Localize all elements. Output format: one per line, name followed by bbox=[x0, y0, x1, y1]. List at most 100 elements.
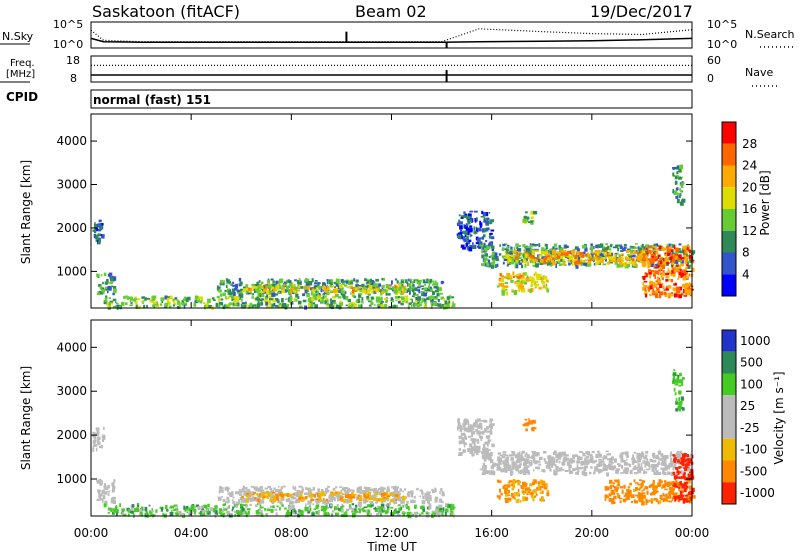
heatmap-cell bbox=[252, 285, 256, 289]
heatmap-cell bbox=[506, 253, 510, 258]
heatmap-cell bbox=[543, 486, 547, 490]
heatmap-cell bbox=[541, 486, 544, 488]
heatmap-cell bbox=[320, 299, 323, 304]
heatmap-cell bbox=[417, 286, 421, 289]
heatmap-cell bbox=[281, 287, 285, 290]
heatmap-cell bbox=[655, 264, 658, 267]
heatmap-cell bbox=[528, 253, 531, 258]
heatmap-cell bbox=[502, 261, 505, 265]
heatmap-cell bbox=[273, 287, 277, 292]
heatmap-cell bbox=[337, 508, 341, 511]
heatmap-cell bbox=[412, 288, 415, 293]
heatmap-cell bbox=[661, 265, 665, 269]
heatmap-cell bbox=[568, 262, 571, 266]
heatmap-cell bbox=[659, 480, 663, 484]
heatmap-cell bbox=[678, 486, 680, 490]
heatmap-cell bbox=[680, 476, 683, 480]
heatmap-cell bbox=[345, 279, 350, 282]
heatmap-cell bbox=[410, 499, 415, 504]
heatmap-cell bbox=[400, 499, 404, 503]
heatmap-cell bbox=[673, 462, 677, 466]
heatmap-cell bbox=[364, 290, 366, 294]
heatmap-cell bbox=[535, 452, 540, 456]
heatmap-cell bbox=[660, 462, 663, 466]
heatmap-cell bbox=[476, 431, 479, 435]
heatmap-cell bbox=[372, 495, 374, 499]
heatmap-cell bbox=[613, 486, 617, 489]
heatmap-cell bbox=[483, 219, 487, 223]
heatmap-cell bbox=[681, 269, 685, 274]
heatmap-cell bbox=[326, 302, 329, 306]
heatmap-cell bbox=[643, 281, 648, 283]
heatmap-cell bbox=[369, 488, 374, 492]
heatmap-cell bbox=[479, 422, 482, 427]
heatmap-cell bbox=[345, 494, 348, 498]
heatmap-cell bbox=[257, 503, 259, 505]
heatmap-cell bbox=[629, 469, 633, 475]
heatmap-cell bbox=[523, 467, 528, 471]
colorbar-tick-label: -25 bbox=[740, 421, 760, 435]
heatmap-cell bbox=[613, 495, 617, 500]
heatmap-cell bbox=[113, 479, 116, 483]
heatmap-cell bbox=[506, 456, 509, 461]
heatmap-cell bbox=[270, 508, 274, 513]
heatmap-cell bbox=[685, 253, 688, 256]
date-title: 19/Dec/2017 bbox=[590, 2, 693, 21]
heatmap-cell bbox=[98, 219, 102, 223]
heatmap-cell bbox=[370, 296, 374, 300]
heatmap-cell bbox=[406, 492, 410, 497]
heatmap-cell bbox=[339, 492, 342, 495]
heatmap-cell bbox=[519, 261, 523, 265]
heatmap-cell bbox=[380, 499, 384, 503]
heatmap-cell bbox=[478, 431, 481, 435]
heatmap-cell bbox=[681, 497, 685, 500]
heatmap-cell bbox=[330, 491, 334, 494]
heatmap-cell bbox=[385, 292, 387, 296]
heatmap-cell bbox=[642, 254, 647, 258]
heatmap-cell bbox=[619, 454, 624, 457]
heatmap-cell bbox=[437, 303, 442, 307]
heatmap-cell bbox=[653, 470, 655, 473]
heatmap-cell bbox=[314, 499, 316, 502]
heatmap-cell bbox=[378, 488, 382, 491]
heatmap-cell bbox=[680, 470, 683, 475]
heatmap-cell bbox=[589, 453, 593, 457]
heatmap-cell bbox=[421, 505, 425, 509]
heatmap-cell bbox=[377, 505, 380, 508]
heatmap-cell bbox=[637, 483, 641, 486]
heatmap-cell bbox=[640, 492, 644, 497]
heatmap-cell bbox=[381, 285, 385, 288]
vel-data-region-11 bbox=[672, 369, 685, 413]
heatmap-cell bbox=[105, 287, 109, 291]
heatmap-cell bbox=[536, 466, 541, 470]
heatmap-cell bbox=[268, 284, 272, 289]
heatmap-cell bbox=[233, 291, 236, 296]
heatmap-cell bbox=[451, 513, 455, 515]
heatmap-cell bbox=[371, 288, 375, 291]
heatmap-cell bbox=[469, 233, 472, 238]
freq-left-tick-bottom: 8 bbox=[70, 72, 77, 85]
heatmap-cell bbox=[484, 253, 489, 257]
heatmap-cell bbox=[445, 503, 448, 507]
heatmap-cell bbox=[395, 499, 398, 502]
heatmap-cell bbox=[535, 283, 540, 287]
heatmap-cell bbox=[100, 274, 103, 277]
heatmap-cell bbox=[241, 488, 245, 493]
heatmap-cell bbox=[630, 501, 633, 504]
heatmap-cell bbox=[361, 297, 364, 301]
heatmap-cell bbox=[263, 495, 266, 499]
heatmap-cell bbox=[589, 471, 592, 474]
heatmap-cell bbox=[554, 450, 556, 453]
heatmap-cell bbox=[635, 467, 639, 469]
heatmap-cell bbox=[245, 503, 248, 508]
heatmap-cell bbox=[681, 182, 685, 185]
heatmap-cell bbox=[681, 284, 686, 288]
heatmap-cell bbox=[341, 493, 345, 495]
heatmap-cell bbox=[220, 487, 224, 490]
heatmap-cell bbox=[336, 504, 339, 509]
heatmap-cell bbox=[543, 262, 547, 265]
heatmap-cell bbox=[544, 460, 547, 464]
heatmap-cell bbox=[445, 303, 449, 306]
heatmap-cell bbox=[241, 503, 244, 507]
heatmap-cell bbox=[335, 512, 339, 516]
